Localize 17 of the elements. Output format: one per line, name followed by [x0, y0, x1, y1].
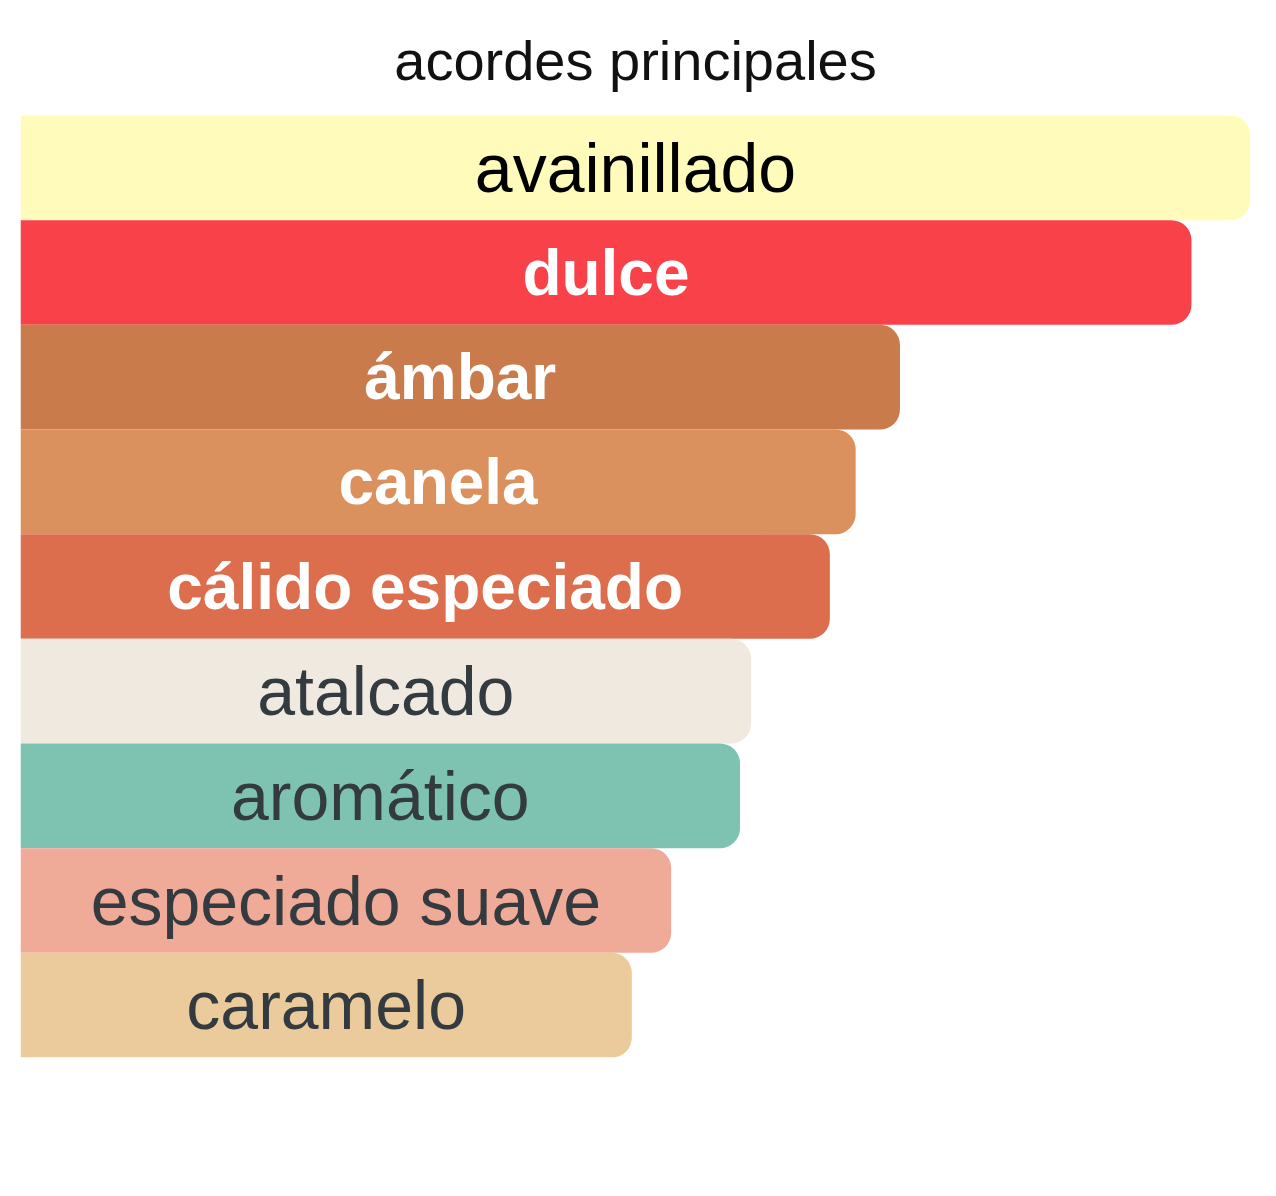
y-tick-label: cálido especiado — [167, 550, 684, 623]
y-tick-label: aromático — [230, 757, 530, 834]
y-tick-label: atalcado — [257, 653, 515, 730]
bar — [20, 115, 1251, 221]
y-tick-label: especiado suave — [90, 862, 602, 939]
bar — [20, 429, 856, 535]
bar — [20, 952, 632, 1058]
y-tick-label: caramelo — [186, 967, 466, 1044]
y-tick-label: avainillado — [474, 129, 797, 206]
bar — [20, 324, 900, 430]
y-tick-label: ámbar — [364, 341, 557, 414]
y-tick-label: dulce — [522, 236, 690, 309]
bar — [20, 220, 1192, 325]
bar — [20, 638, 752, 744]
bar — [20, 743, 741, 849]
chart-title: acordes principales — [394, 28, 877, 92]
y-tick-label: canela — [338, 445, 539, 518]
